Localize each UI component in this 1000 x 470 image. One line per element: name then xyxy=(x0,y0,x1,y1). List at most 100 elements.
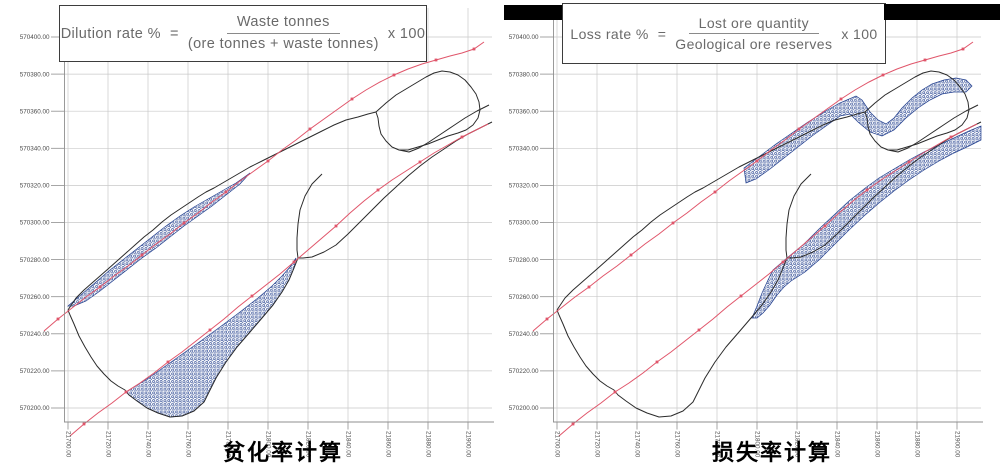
ore-body-outline xyxy=(556,121,982,418)
loss-caption: 损失率计算 xyxy=(711,440,832,466)
y-axis-tick-label: 570280.00 xyxy=(20,257,50,264)
stope-line-vertex-marker xyxy=(308,127,312,131)
x-axis-tick-label: 21700.00 xyxy=(65,431,72,458)
x-axis-tick-label: 21740.00 xyxy=(634,431,641,458)
x-axis-tick-label: 21700.00 xyxy=(554,431,561,458)
stope-line-vertex-marker xyxy=(907,160,911,164)
x-axis-tick-label: 21800.00 xyxy=(754,431,761,458)
ore-body-outline xyxy=(296,173,323,259)
y-axis-tick-label: 570280.00 xyxy=(509,257,539,264)
y-axis-tick-label: 570320.00 xyxy=(20,183,50,190)
y-axis-tick-label: 570380.00 xyxy=(20,71,50,78)
stope-line-vertex-marker xyxy=(292,260,296,264)
x-axis-tick-label: 21720.00 xyxy=(594,431,601,458)
ore-body-outline xyxy=(67,111,377,311)
stope-line-vertex-marker xyxy=(797,127,801,131)
formula-lhs: Loss rate % xyxy=(570,25,649,42)
stope-line-vertex-marker xyxy=(961,47,965,51)
x-axis-tick-label: 21900.00 xyxy=(954,431,961,458)
dilution-caption: 贫化率计算 xyxy=(222,440,343,466)
stope-line-vertex-marker xyxy=(697,328,701,332)
y-axis-tick-label: 570340.00 xyxy=(20,146,50,153)
ore-body-outline xyxy=(556,111,866,311)
x-axis-tick-label: 21780.00 xyxy=(225,431,232,458)
y-axis-tick-label: 570360.00 xyxy=(509,108,539,115)
equals-sign: = xyxy=(657,25,667,42)
stope-line-vertex-marker xyxy=(839,97,843,101)
stope-line-vertex-marker xyxy=(571,422,575,426)
stope-line-vertex-marker xyxy=(472,47,476,51)
formula-denominator: Geological ore reserves xyxy=(675,36,833,52)
stope-design-line xyxy=(532,41,974,332)
stope-line-vertex-marker xyxy=(208,328,212,332)
y-axis-tick-label: 570240.00 xyxy=(509,331,539,338)
stope-line-vertex-marker xyxy=(334,224,338,228)
stope-line-vertex-marker xyxy=(224,190,228,194)
stope-line-vertex-marker xyxy=(713,190,717,194)
x-axis-tick-label: 21840.00 xyxy=(345,431,352,458)
x-axis-tick-label: 21840.00 xyxy=(834,431,841,458)
y-axis-tick-label: 570220.00 xyxy=(509,368,539,375)
x-axis-tick-label: 21720.00 xyxy=(105,431,112,458)
stope-line-vertex-marker xyxy=(739,294,743,298)
stope-line-vertex-marker xyxy=(781,260,785,264)
y-axis-tick-label: 570260.00 xyxy=(509,294,539,301)
redaction-bar xyxy=(504,5,562,20)
stope-line-vertex-marker xyxy=(182,221,186,225)
stope-line-vertex-marker xyxy=(755,159,759,163)
stope-line-vertex-marker xyxy=(250,294,254,298)
formula-denominator: (ore tonnes + waste tonnes) xyxy=(187,36,379,52)
equals-sign: = xyxy=(169,25,179,42)
stope-line-vertex-marker xyxy=(266,159,270,163)
redaction-bar xyxy=(884,4,1000,20)
stope-line-vertex-marker xyxy=(56,317,60,321)
x-axis-tick-label: 21800.00 xyxy=(265,431,272,458)
x-axis-tick-label: 21760.00 xyxy=(674,431,681,458)
x-axis-tick-label: 21760.00 xyxy=(185,431,192,458)
stope-line-vertex-marker xyxy=(434,58,438,62)
y-axis-tick-label: 570320.00 xyxy=(509,183,539,190)
loss-formula-box: Loss rate % = Lost ore quantity Geologic… xyxy=(562,3,886,64)
formula-fraction: Lost ore quantity Geological ore reserve… xyxy=(675,15,832,52)
stope-line-vertex-marker xyxy=(460,135,464,139)
y-axis-tick-label: 570360.00 xyxy=(20,108,50,115)
x-axis-tick-label: 21900.00 xyxy=(465,431,472,458)
stope-line-vertex-marker xyxy=(629,253,633,257)
y-axis-tick-label: 570300.00 xyxy=(509,220,539,227)
dilution-formula-box: Dilution rate % = Waste tonnes (ore tonn… xyxy=(59,5,427,62)
stope-design-line xyxy=(43,41,485,332)
stope-line-vertex-marker xyxy=(613,390,617,394)
x-axis-tick-label: 21880.00 xyxy=(425,431,432,458)
ore-body-outline xyxy=(398,104,490,153)
y-axis-tick-label: 570200.00 xyxy=(509,405,539,412)
stope-line-vertex-marker xyxy=(823,224,827,228)
stope-line-vertex-marker xyxy=(166,360,170,364)
dilution-map-panel: 570400.00 570380.00 570360.00 570340.00 5703… xyxy=(20,8,494,458)
formula-fraction: Waste tonnes (ore tonnes + waste tonnes) xyxy=(188,14,379,52)
x-axis-tick-label: 21820.00 xyxy=(794,431,801,458)
formula-lhs: Dilution rate % xyxy=(60,25,161,42)
formula-numerator: Waste tonnes xyxy=(226,14,340,34)
formula-multiplier: x 100 xyxy=(387,25,426,42)
x-axis-tick-label: 21880.00 xyxy=(914,431,921,458)
y-axis-tick-label: 570300.00 xyxy=(20,220,50,227)
formula-multiplier: x 100 xyxy=(841,25,878,42)
y-axis-tick-label: 570240.00 xyxy=(20,331,50,338)
stope-line-vertex-marker xyxy=(865,188,869,192)
formula-numerator: Lost ore quantity xyxy=(688,15,819,34)
stope-line-vertex-marker xyxy=(124,390,128,394)
x-axis-tick-label: 21780.00 xyxy=(714,431,721,458)
lost-ore-hatch-region xyxy=(743,77,973,184)
stope-line-vertex-marker xyxy=(949,135,953,139)
ore-body-outline xyxy=(864,70,970,151)
x-axis-tick-label: 21860.00 xyxy=(385,431,392,458)
y-axis-tick-label: 570340.00 xyxy=(509,146,539,153)
stope-line-vertex-marker xyxy=(376,188,380,192)
x-axis-tick-label: 21820.00 xyxy=(305,431,312,458)
x-axis-tick-label: 21860.00 xyxy=(874,431,881,458)
y-axis-tick-label: 570220.00 xyxy=(20,368,50,375)
stope-line-vertex-marker xyxy=(392,73,396,77)
stope-line-vertex-marker xyxy=(923,58,927,62)
